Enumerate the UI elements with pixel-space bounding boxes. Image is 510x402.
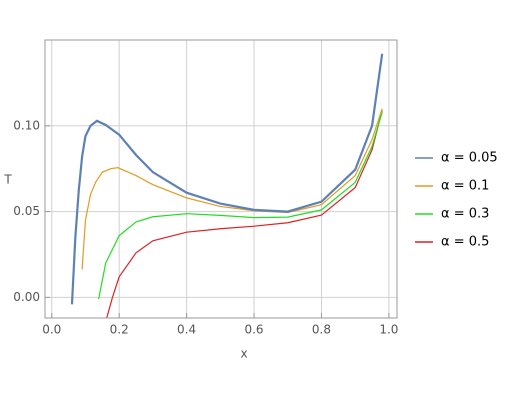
x-tick-label: 0.8	[312, 323, 331, 337]
x-tick-label: 0.4	[177, 323, 196, 337]
series-line	[106, 110, 383, 318]
grid	[45, 40, 397, 318]
y-tick-label: 0.10	[13, 118, 40, 132]
x-tick-label: 0.6	[244, 323, 263, 337]
legend: α = 0.05 α = 0.1 α = 0.3 α = 0.5	[415, 151, 498, 250]
legend-label: α = 0.1	[441, 179, 489, 194]
series-line	[98, 111, 383, 300]
y-tick-label: 0.05	[13, 204, 40, 218]
y-axis-label: T	[3, 173, 12, 187]
series-line	[70, 53, 384, 305]
x-tick-label: 0.0	[42, 323, 61, 337]
legend-label: α = 0.5	[441, 235, 489, 250]
x-tick-label: 0.2	[110, 323, 129, 337]
x-axis-label: x	[240, 347, 247, 361]
series-line	[81, 108, 383, 270]
x-tick-label: 1.0	[379, 323, 398, 337]
y-tick-label: 0.00	[13, 290, 40, 304]
legend-label: α = 0.3	[441, 207, 489, 222]
plot-area	[70, 53, 384, 318]
legend-label: α = 0.05	[441, 151, 498, 166]
frame	[44, 39, 398, 319]
